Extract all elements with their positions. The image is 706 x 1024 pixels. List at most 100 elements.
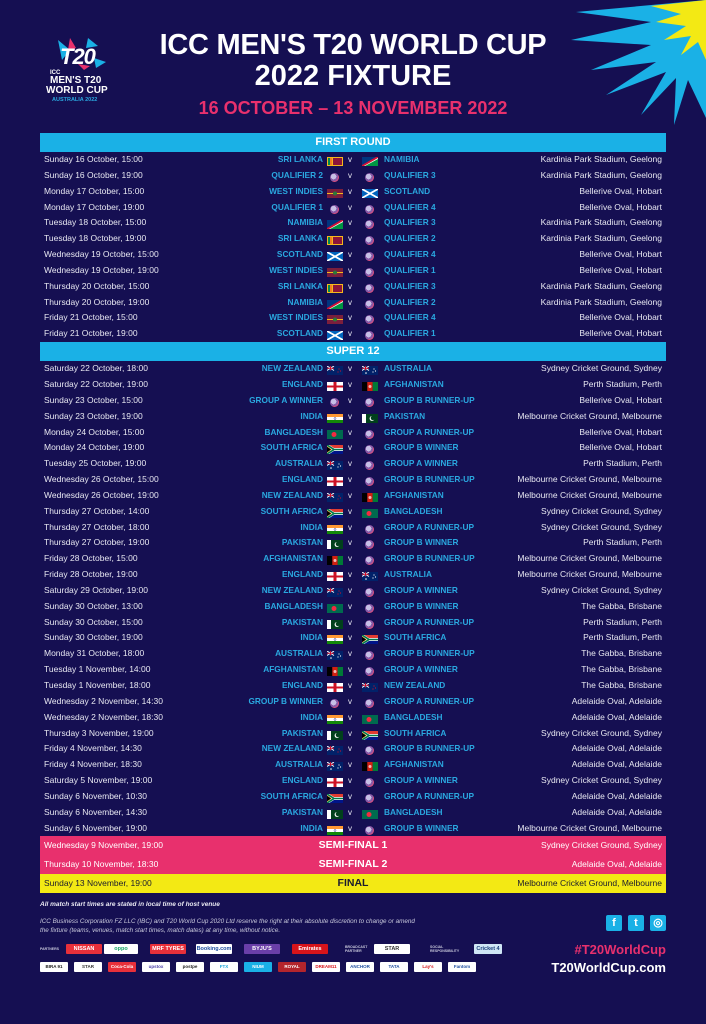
- title-line1: ICC MEN'S T20 WORLD CUP: [159, 29, 547, 61]
- home-team: NEW ZEALAND: [261, 363, 323, 374]
- away-team: BANGLADESH: [384, 505, 443, 516]
- hashtag: #T20WorldCup: [574, 942, 667, 957]
- away-team: GROUP A WINNER: [384, 458, 458, 469]
- versus-label: v: [348, 234, 352, 244]
- home-team: NEW ZEALAND: [261, 743, 323, 754]
- partner-logo: Coca-Cola: [108, 962, 136, 972]
- new-zealand-flag-icon: [362, 682, 378, 698]
- india-flag-icon: [327, 825, 343, 841]
- bangladesh-flag-icon: [327, 603, 343, 619]
- versus-label: v: [348, 744, 352, 754]
- new-zealand-flag-icon: [327, 587, 343, 603]
- versus-label: v: [348, 170, 352, 180]
- versus-label: v: [348, 250, 352, 260]
- home-team: PAKISTAN: [281, 537, 323, 548]
- tbd-flag-icon: [362, 745, 374, 761]
- venue: Kardinia Park Stadium, Geelong: [540, 280, 662, 291]
- fixture-row: Wednesday 26 October, 19:00 NEW ZEALAND v A…: [40, 488, 666, 504]
- afghanistan-flag-icon: [362, 381, 378, 397]
- scotland-flag-icon: [362, 188, 378, 204]
- away-team: GROUP B WINNER: [384, 822, 459, 833]
- match-date: Friday 28 October, 15:00: [44, 553, 138, 564]
- home-team: INDIA: [300, 632, 323, 643]
- match-date: Thursday 27 October, 18:00: [44, 521, 150, 532]
- venue: Sydney Cricket Ground, Sydney: [541, 775, 662, 786]
- fixture-row: Wednesday 2 November, 14:30 GROUP B WINNE…: [40, 694, 666, 710]
- tbd-flag-icon: [327, 397, 339, 413]
- match-date: Wednesday 19 October, 15:00: [44, 249, 159, 260]
- t20-world-cup-logo: T20 ICC MEN'S T20 WORLD CUP AUSTRALIA 20…: [46, 36, 110, 108]
- tbd-flag-icon: [362, 460, 374, 476]
- home-team: NEW ZEALAND: [261, 584, 323, 595]
- social-links: f t ◎: [606, 915, 666, 931]
- bangladesh-flag-icon: [362, 508, 378, 524]
- fixture-row: Thursday 20 October, 15:00 SRI LANKA v QUAL…: [40, 279, 666, 295]
- venue: Adelaide Oval, Adelaide: [571, 759, 662, 770]
- scotland-flag-icon: [327, 251, 343, 267]
- match-date: Sunday 16 October, 19:00: [44, 169, 143, 180]
- stage-name: SEMI-FINAL 2: [318, 858, 388, 871]
- tbd-flag-icon: [362, 172, 374, 188]
- versus-label: v: [348, 522, 352, 532]
- new-zealand-flag-icon: [327, 365, 343, 381]
- venue: Melbourne Cricket Ground, Melbourne: [517, 474, 662, 485]
- away-team: QUALIFIER 2: [384, 233, 436, 244]
- match-date: Monday 31 October, 18:00: [44, 648, 145, 659]
- match-date: Saturday 5 November, 19:00: [44, 775, 153, 786]
- title-line2: 2022 FIXTURE: [254, 60, 452, 92]
- match-date: Friday 28 October, 19:00: [44, 569, 138, 580]
- pakistan-flag-icon: [327, 539, 343, 555]
- away-team: GROUP A WINNER: [384, 584, 458, 595]
- match-date: Friday 4 November, 14:30: [44, 743, 142, 754]
- away-team: BANGLADESH: [384, 806, 443, 817]
- away-team: GROUP B RUNNER-UP: [384, 394, 475, 405]
- facebook-icon[interactable]: f: [606, 915, 622, 931]
- tbd-flag-icon: [362, 524, 374, 540]
- venue: Kardinia Park Stadium, Geelong: [540, 169, 662, 180]
- partner-logo: postpe: [176, 962, 204, 972]
- twitter-icon[interactable]: t: [628, 915, 644, 931]
- page-title: ICC MEN'S T20 WORLD CUP 2022 FIXTURE 16 …: [0, 30, 706, 119]
- away-team: QUALIFIER 3: [384, 280, 436, 291]
- match-date: Wednesday 9 November, 19:00: [44, 840, 163, 851]
- venue: Adelaide Oval, Adelaide: [571, 859, 662, 870]
- fixture-row: Monday 24 October, 19:00 SOUTH AFRICA v GRO…: [40, 440, 666, 456]
- match-date: Sunday 30 October, 13:00: [44, 600, 143, 611]
- away-team: SOUTH AFRICA: [384, 632, 447, 643]
- venue: Sydney Cricket Ground, Sydney: [541, 363, 662, 374]
- website-link[interactable]: T20WorldCup.com: [551, 960, 666, 975]
- home-team: AFGHANISTAN: [263, 664, 323, 675]
- pakistan-flag-icon: [327, 619, 343, 635]
- fixture-row: Monday 17 October, 15:00 WEST INDIES v SCOT…: [40, 184, 666, 200]
- venue: The Gabba, Brisbane: [581, 648, 662, 659]
- namibia-flag-icon: [327, 219, 343, 235]
- fixture-row: Thursday 3 November, 19:00 PAKISTAN v SOUTH…: [40, 726, 666, 742]
- partner-logo: ANCHOR: [346, 962, 374, 972]
- fixture-row: Sunday 30 October, 15:00 PAKISTAN v GROUP A…: [40, 615, 666, 631]
- australia-flag-icon: [362, 365, 378, 381]
- venue: Melbourne Cricket Ground, Melbourne: [517, 878, 662, 889]
- fixture-row: Sunday 6 November, 10:30 SOUTH AFRICA v GRO…: [40, 789, 666, 805]
- local-time-note: All match start times are stated in loca…: [40, 901, 220, 908]
- venue: Adelaide Oval, Adelaide: [571, 806, 662, 817]
- home-team: NAMIBIA: [287, 296, 324, 307]
- versus-label: v: [348, 807, 352, 817]
- home-team: GROUP A WINNER: [249, 394, 323, 405]
- logo-line2: WORLD CUP: [46, 85, 108, 96]
- versus-label: v: [348, 329, 352, 339]
- west-indies-flag-icon: [327, 188, 343, 204]
- match-date: Wednesday 26 October, 19:00: [44, 489, 159, 500]
- semi-final-row: Wednesday 9 November, 19:00 SEMI-FINAL 1 S…: [40, 836, 666, 856]
- bangladesh-flag-icon: [362, 714, 378, 730]
- away-team: GROUP A RUNNER-UP: [384, 616, 475, 627]
- fixture-row: Monday 17 October, 19:00 QUALIFIER 1 v QUAL…: [40, 200, 666, 216]
- fixture-row: Sunday 6 November, 14:30 PAKISTAN v BANGLAD…: [40, 805, 666, 821]
- home-team: ENGLAND: [281, 378, 323, 389]
- england-flag-icon: [327, 682, 343, 698]
- versus-label: v: [348, 379, 352, 389]
- instagram-icon[interactable]: ◎: [650, 915, 666, 931]
- home-team: WEST INDIES: [269, 264, 323, 275]
- partner-logo: ROYAL STAG: [278, 962, 306, 972]
- away-team: GROUP B RUNNER-UP: [384, 553, 475, 564]
- away-team: QUALIFIER 3: [384, 217, 436, 228]
